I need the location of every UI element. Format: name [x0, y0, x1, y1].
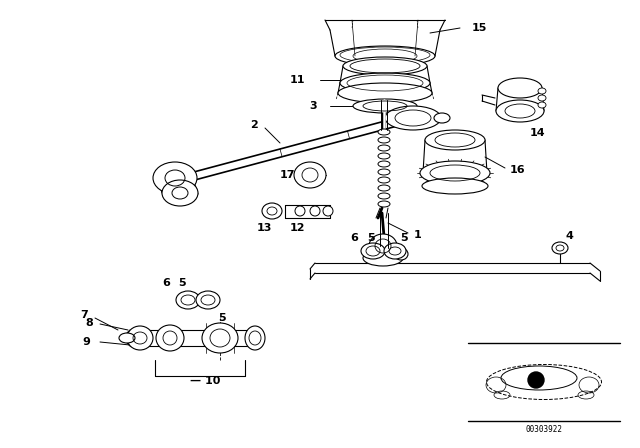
Ellipse shape: [363, 250, 403, 266]
Ellipse shape: [378, 193, 390, 199]
Text: 5: 5: [178, 278, 186, 288]
Ellipse shape: [156, 325, 184, 351]
Ellipse shape: [295, 206, 305, 216]
Text: 6: 6: [350, 233, 358, 243]
Text: 17: 17: [280, 170, 295, 180]
Ellipse shape: [384, 243, 406, 259]
Ellipse shape: [323, 206, 333, 216]
Text: — 10: — 10: [190, 376, 220, 386]
Ellipse shape: [378, 201, 390, 207]
Ellipse shape: [378, 161, 390, 167]
Ellipse shape: [176, 291, 200, 309]
Ellipse shape: [310, 206, 320, 216]
Text: 16: 16: [510, 165, 525, 175]
Ellipse shape: [538, 88, 546, 94]
Ellipse shape: [496, 100, 544, 122]
Ellipse shape: [378, 129, 390, 135]
Ellipse shape: [378, 153, 390, 159]
Ellipse shape: [353, 99, 417, 113]
Circle shape: [528, 372, 544, 388]
Ellipse shape: [422, 178, 488, 194]
Ellipse shape: [196, 291, 220, 309]
Ellipse shape: [378, 145, 390, 151]
Ellipse shape: [153, 162, 197, 194]
Ellipse shape: [127, 326, 153, 350]
Text: 3: 3: [309, 101, 317, 111]
Text: 5: 5: [400, 233, 408, 243]
Ellipse shape: [378, 177, 390, 183]
Text: 8: 8: [85, 318, 93, 328]
Text: 7: 7: [80, 310, 88, 320]
Text: 2: 2: [250, 120, 258, 130]
Ellipse shape: [385, 106, 441, 130]
Ellipse shape: [340, 73, 430, 93]
Ellipse shape: [338, 83, 432, 103]
Text: 4: 4: [565, 231, 573, 241]
Text: 14: 14: [530, 128, 546, 138]
Ellipse shape: [245, 326, 265, 350]
Ellipse shape: [425, 130, 485, 150]
Text: 15: 15: [472, 23, 488, 33]
Ellipse shape: [162, 180, 198, 206]
Ellipse shape: [335, 46, 435, 66]
Ellipse shape: [202, 323, 238, 353]
Ellipse shape: [343, 57, 427, 75]
Ellipse shape: [538, 95, 546, 101]
Text: 00303922: 00303922: [525, 425, 563, 434]
Ellipse shape: [378, 185, 390, 191]
Ellipse shape: [552, 242, 568, 254]
Ellipse shape: [394, 248, 408, 260]
Ellipse shape: [420, 161, 490, 185]
Ellipse shape: [378, 137, 390, 143]
Text: 13: 13: [257, 223, 272, 233]
Text: 12: 12: [290, 223, 305, 233]
Text: 6: 6: [162, 278, 170, 288]
Ellipse shape: [498, 78, 542, 98]
Ellipse shape: [369, 234, 397, 258]
Text: 5: 5: [367, 233, 374, 243]
Text: 11: 11: [289, 75, 305, 85]
Ellipse shape: [262, 203, 282, 219]
Ellipse shape: [119, 333, 135, 343]
Text: 5: 5: [218, 313, 226, 323]
Ellipse shape: [538, 102, 546, 108]
Ellipse shape: [361, 243, 385, 259]
Text: 9: 9: [82, 337, 90, 347]
Text: 1: 1: [414, 230, 422, 240]
Ellipse shape: [434, 113, 450, 123]
Ellipse shape: [378, 169, 390, 175]
Ellipse shape: [294, 162, 326, 188]
